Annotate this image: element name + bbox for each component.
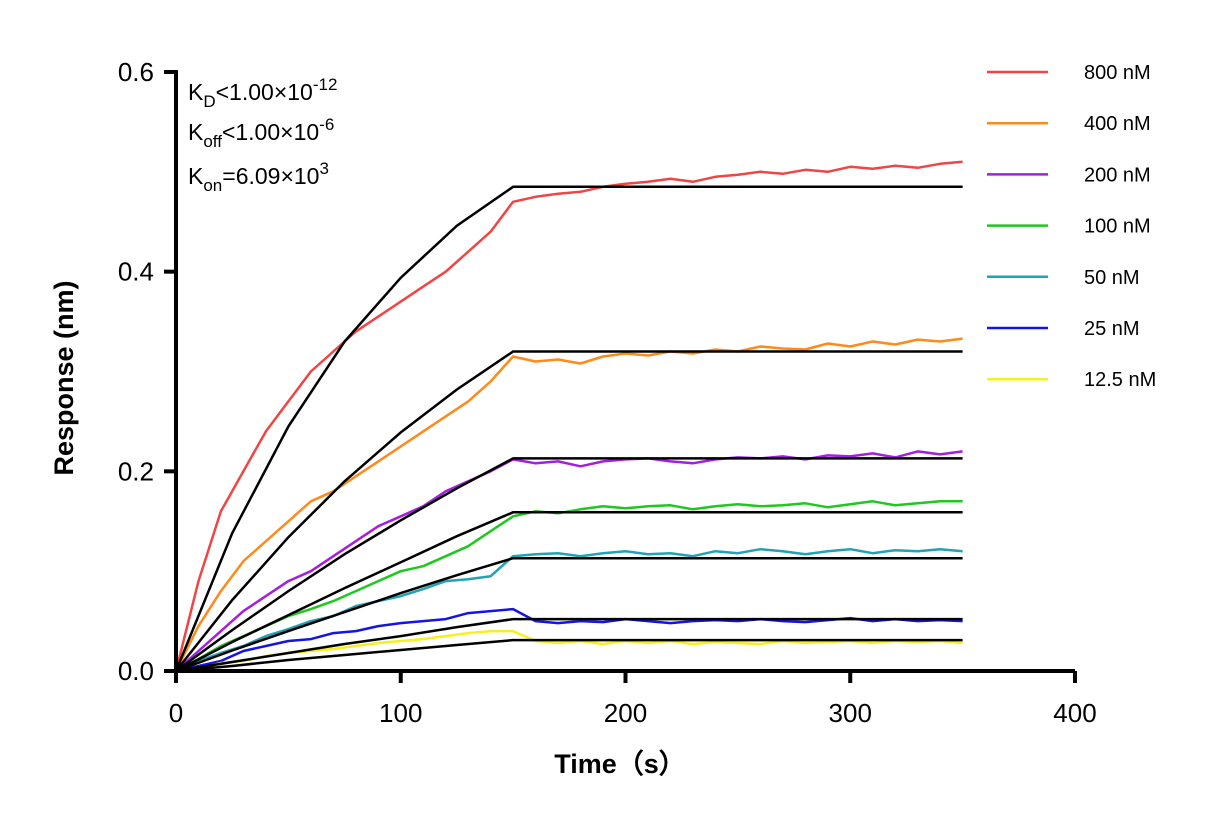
legend-label: 400 nM [1084,113,1151,135]
fit-line-12-5-nM [175,638,963,673]
constant-exponent: 3 [319,159,328,178]
series-line-200-nM [175,450,963,672]
kinetic-constant: Kon=6.09×103 [188,159,329,195]
legend-label: 12.5 nM [1084,369,1156,391]
kinetic-constant: KD<1.00×10-12 [188,75,337,111]
fit-line-400-nM [175,350,963,672]
y-tick-label: 0.2 [118,456,154,486]
legend-label: 100 nM [1084,216,1151,238]
series-line-12-5-nM [175,629,963,673]
series-line-800-nM [174,160,963,672]
x-axis-title: Time（s） [554,749,686,779]
legend: 800 nM 400 nM 200 nM 100 nM 50 nM 25 nM 12.5 n… [987,62,1156,391]
fit-line-25-nM [175,617,963,673]
constant-subscript: off [203,132,222,151]
fit-line-200-nM [175,457,963,673]
x-ticks: 0 100 200 300 400 [169,671,1097,728]
constant-value: <1.00×10 [216,79,313,105]
fit-line-50-nM [175,556,963,673]
y-axis-title: Response (nm) [49,280,79,475]
legend-label: 800 nM [1084,62,1151,84]
x-tick-label: 0 [169,698,183,728]
series-line-400-nM [174,337,963,672]
legend-label: 50 nM [1084,267,1140,289]
series-layer [174,160,963,673]
constant-symbol: K [188,119,204,145]
x-tick-label: 200 [604,698,647,728]
x-tick-label: 100 [379,698,422,728]
constant-value: <1.00×10 [222,119,319,145]
constant-subscript: D [203,92,215,111]
legend-label: 25 nM [1084,318,1140,340]
fit-line-800-nM [174,185,963,672]
constant-symbol: K [188,79,204,105]
constant-exponent: -6 [319,115,334,134]
legend-label: 200 nM [1084,164,1151,186]
series-line-50-nM [175,547,963,673]
fit-layer [174,185,963,673]
y-tick-label: 0.0 [118,656,154,686]
y-tick-label: 0.6 [118,57,154,87]
constant-symbol: K [188,163,204,189]
constant-exponent: -12 [313,75,338,94]
x-tick-label: 400 [1053,698,1096,728]
fit-line-100-nM [175,511,963,673]
y-tick-label: 0.4 [118,257,154,287]
kinetic-constant: Koff<1.00×10-6 [188,115,334,151]
constant-subscript: on [203,176,222,195]
y-ticks: 0.0 0.2 0.4 0.6 [118,57,176,686]
constant-value: =6.09×10 [222,163,319,189]
x-tick-label: 300 [829,698,872,728]
